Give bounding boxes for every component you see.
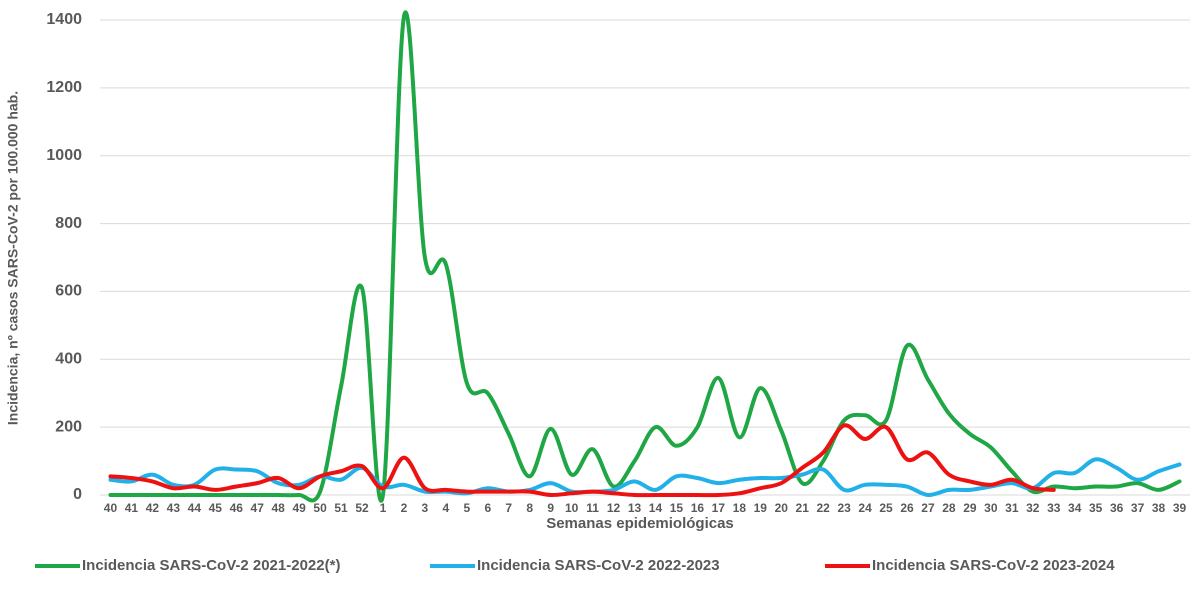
x-tick-label: 21 (796, 501, 810, 515)
x-tick-label: 51 (334, 501, 348, 515)
x-tick-label: 35 (1089, 501, 1103, 515)
x-tick-label: 34 (1068, 501, 1082, 515)
x-tick-label: 19 (754, 501, 768, 515)
legend-label: Incidencia SARS-CoV-2 2023-2024 (872, 557, 1115, 574)
x-tick-label: 13 (628, 501, 642, 515)
x-tick-label: 24 (858, 501, 872, 515)
x-tick-label: 8 (526, 501, 533, 515)
x-tick-label: 30 (984, 501, 998, 515)
x-tick-label: 25 (879, 501, 893, 515)
x-tick-label: 43 (167, 501, 181, 515)
x-tick-label: 20 (775, 501, 789, 515)
x-tick-label: 38 (1152, 501, 1166, 515)
y-tick-label: 1200 (46, 79, 82, 96)
legend-label: Incidencia SARS-CoV-2 2021-2022(*) (82, 557, 340, 574)
x-tick-label: 5 (463, 501, 470, 515)
x-tick-label: 14 (649, 501, 663, 515)
x-tick-label: 42 (146, 501, 160, 515)
x-tick-label: 10 (565, 501, 579, 515)
x-tick-label: 39 (1173, 501, 1187, 515)
x-tick-label: 52 (355, 501, 369, 515)
x-tick-label: 6 (484, 501, 491, 515)
x-tick-label: 16 (691, 501, 705, 515)
legend-label: Incidencia SARS-CoV-2 2022-2023 (477, 557, 720, 574)
x-tick-label: 23 (837, 501, 851, 515)
x-tick-label: 18 (733, 501, 747, 515)
x-tick-label: 50 (313, 501, 327, 515)
x-tick-label: 44 (188, 501, 202, 515)
x-tick-label: 27 (921, 501, 935, 515)
y-tick-label: 0 (73, 486, 82, 503)
y-tick-label: 600 (55, 283, 82, 300)
x-tick-label: 15 (670, 501, 684, 515)
x-tick-label: 31 (1005, 501, 1019, 515)
x-tick-label: 26 (900, 501, 914, 515)
x-tick-label: 48 (271, 501, 285, 515)
x-tick-label: 22 (816, 501, 830, 515)
x-tick-label: 12 (607, 501, 621, 515)
x-tick-label: 11 (586, 501, 599, 515)
x-axis-label: Semanas epidemiológicas (546, 515, 734, 532)
x-tick-label: 28 (942, 501, 956, 515)
y-axis-label: Incidencia, nº casos SARS-CoV-2 por 100.… (5, 91, 21, 425)
series-line (108, 423, 1056, 498)
x-tick-label: 4 (443, 501, 450, 515)
y-tick-label: 800 (55, 215, 82, 232)
x-tick-label: 33 (1047, 501, 1061, 515)
series-line (108, 10, 1182, 503)
x-tick-label: 9 (547, 501, 554, 515)
y-tick-label: 1000 (46, 147, 82, 164)
y-tick-label: 200 (55, 418, 82, 435)
x-tick-label: 46 (230, 501, 244, 515)
x-tick-label: 1 (380, 501, 387, 515)
y-tick-label: 1400 (46, 11, 82, 28)
x-tick-label: 32 (1026, 501, 1040, 515)
x-tick-label: 45 (209, 501, 223, 515)
x-tick-label: 7 (505, 501, 512, 515)
x-tick-label: 49 (292, 501, 306, 515)
x-tick-label: 2 (401, 501, 408, 515)
x-tick-label: 40 (104, 501, 118, 515)
y-tick-label: 400 (55, 351, 82, 368)
x-tick-label: 3 (422, 501, 429, 515)
x-tick-label: 37 (1131, 501, 1145, 515)
x-tick-label: 36 (1110, 501, 1124, 515)
x-tick-label: 47 (251, 501, 265, 515)
x-tick-label: 17 (712, 501, 726, 515)
x-tick-label: 41 (125, 501, 139, 515)
x-tick-label: 29 (963, 501, 977, 515)
